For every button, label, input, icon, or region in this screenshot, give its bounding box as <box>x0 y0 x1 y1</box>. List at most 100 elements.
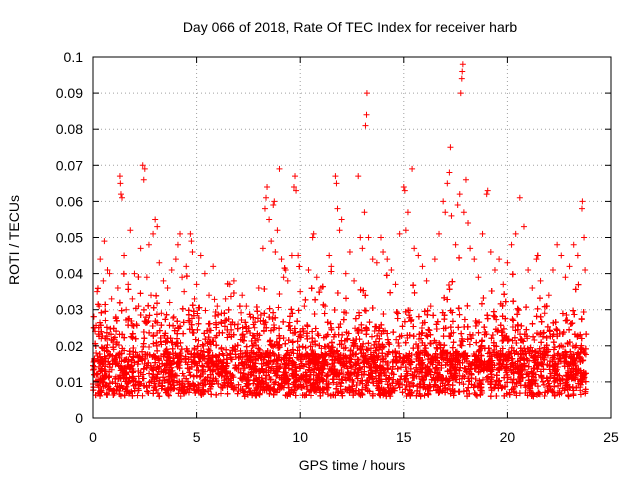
data-point <box>263 194 270 201</box>
data-point <box>116 173 123 180</box>
data-point <box>150 230 157 237</box>
data-point <box>309 234 316 241</box>
data-point <box>436 230 443 237</box>
data-point <box>581 234 588 241</box>
data-point <box>462 176 469 183</box>
data-point <box>117 180 124 187</box>
data-point <box>332 173 339 180</box>
data-point <box>440 198 447 205</box>
data-point <box>211 296 218 303</box>
data-point <box>210 263 217 270</box>
data-point <box>402 227 409 234</box>
data-point <box>516 194 523 201</box>
data-point <box>493 316 500 323</box>
data-point <box>467 245 474 252</box>
data-point <box>574 252 581 259</box>
data-point <box>141 165 148 172</box>
data-point <box>170 313 177 320</box>
data-point <box>520 223 527 230</box>
data-point <box>94 288 101 295</box>
data-point <box>452 241 459 248</box>
data-point <box>491 266 498 273</box>
data-point <box>230 277 237 284</box>
data-point <box>537 277 544 284</box>
data-point <box>448 212 455 219</box>
data-point <box>145 241 152 248</box>
data-point <box>362 122 369 129</box>
data-point <box>266 216 273 223</box>
data-point <box>496 256 503 263</box>
data-point <box>334 205 341 212</box>
data-point <box>301 303 308 310</box>
data-point <box>188 238 195 245</box>
data-point <box>238 309 245 316</box>
data-point <box>444 180 451 187</box>
data-point <box>558 252 565 259</box>
data-point <box>404 209 411 216</box>
data-point <box>100 277 107 284</box>
data-point <box>328 263 335 270</box>
data-point <box>168 266 175 273</box>
data-point <box>183 263 190 270</box>
data-point <box>549 266 556 273</box>
data-point <box>427 303 434 310</box>
data-point <box>305 266 312 273</box>
data-point <box>359 245 366 252</box>
data-point <box>179 274 186 281</box>
data-point <box>533 256 540 263</box>
data-point <box>531 337 538 344</box>
data-point <box>114 285 121 292</box>
data-point <box>566 263 573 270</box>
data-point <box>255 285 262 292</box>
data-point <box>290 183 297 190</box>
data-point <box>129 295 136 302</box>
data-point <box>384 256 391 263</box>
data-point <box>484 187 491 194</box>
data-point <box>363 111 370 118</box>
data-point <box>108 295 115 302</box>
data-point <box>271 198 278 205</box>
data-point <box>295 252 302 259</box>
data-point <box>582 266 589 273</box>
data-point <box>447 144 454 151</box>
data-point <box>214 303 221 310</box>
data-point <box>479 230 486 237</box>
data-point <box>251 324 258 331</box>
data-point <box>419 263 426 270</box>
data-point <box>471 256 478 263</box>
data-point <box>206 292 213 299</box>
data-point <box>545 292 552 299</box>
data-point <box>284 277 291 284</box>
data-point <box>195 337 202 344</box>
data-point <box>392 281 399 288</box>
data-point <box>272 248 279 255</box>
data-point <box>346 248 353 255</box>
data-point <box>562 274 569 281</box>
data-point <box>388 266 395 273</box>
data-point <box>148 292 155 299</box>
data-point <box>454 202 461 209</box>
data-point <box>127 227 134 234</box>
data-point <box>508 241 515 248</box>
data-point <box>411 245 418 252</box>
data-point <box>259 245 266 252</box>
data-point <box>143 274 150 281</box>
data-point <box>333 180 340 187</box>
data-point <box>261 205 268 212</box>
data-point <box>185 317 192 324</box>
data-point <box>351 277 358 284</box>
data-point <box>201 270 208 277</box>
data-point <box>123 306 130 313</box>
data-point <box>193 281 200 288</box>
data-point <box>137 245 144 252</box>
data-point <box>222 295 229 302</box>
data-point <box>102 317 109 324</box>
data-point <box>579 198 586 205</box>
data-point <box>529 285 536 292</box>
data-point <box>104 341 111 348</box>
data-point <box>525 266 532 273</box>
data-point <box>276 165 283 172</box>
data-point <box>442 209 449 216</box>
data-point <box>456 191 463 198</box>
